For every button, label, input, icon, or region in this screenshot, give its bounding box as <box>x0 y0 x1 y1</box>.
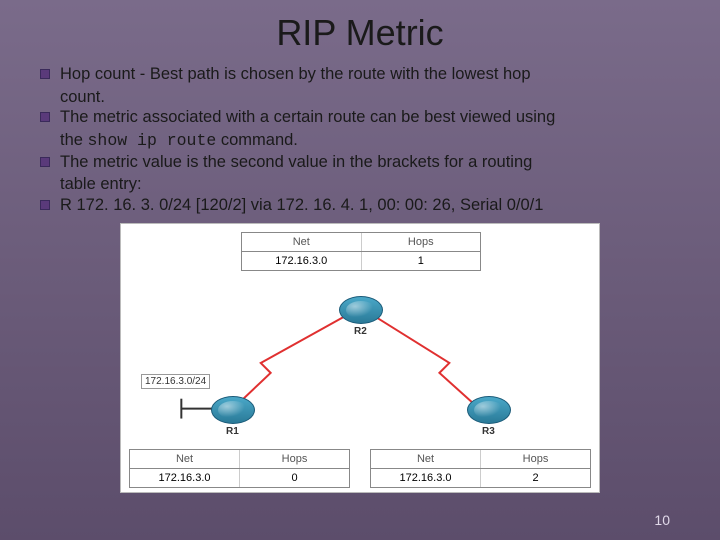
bullet-list: Hop count - Best path is chosen by the r… <box>0 54 720 215</box>
table-cell: 0 <box>240 469 349 487</box>
bullet-text: The metric value is the second value in … <box>60 152 532 173</box>
right-hop-table: Net Hops 172.16.3.0 2 <box>370 449 591 488</box>
router-label: R1 <box>223 426 242 437</box>
table-header: Net <box>242 233 362 251</box>
network-label: 172.16.3.0/24 <box>141 374 210 389</box>
top-hop-table: Net Hops 172.16.3.0 1 <box>241 232 481 271</box>
router-r2 <box>339 296 383 324</box>
router-r1 <box>211 396 255 424</box>
bullet-text-cont: count. <box>60 87 680 108</box>
table-cell: 1 <box>362 252 481 270</box>
table-cell: 2 <box>481 469 590 487</box>
table-header: Hops <box>362 233 481 251</box>
table-header: Net <box>130 450 240 468</box>
bullet-marker <box>40 112 50 122</box>
mono-code: show ip route <box>88 131 217 150</box>
bullet-text-cont: table entry: <box>60 174 680 195</box>
page-number: 10 <box>654 512 670 528</box>
table-cell: 172.16.3.0 <box>130 469 240 487</box>
router-r3 <box>467 396 511 424</box>
table-header: Net <box>371 450 481 468</box>
table-cell: 172.16.3.0 <box>371 469 481 487</box>
router-label: R2 <box>351 326 370 337</box>
bottom-tables: Net Hops 172.16.3.0 0 Net Hops 172.16.3.… <box>129 449 591 488</box>
router-label: R3 <box>479 426 498 437</box>
network-diagram: Net Hops 172.16.3.0 1 R1 R2 R3 172.16.3.… <box>120 223 600 493</box>
table-cell: 172.16.3.0 <box>242 252 362 270</box>
bullet-text: The metric associated with a certain rou… <box>60 107 555 128</box>
table-header: Hops <box>240 450 349 468</box>
bullet-item: Hop count - Best path is chosen by the r… <box>40 64 680 85</box>
bullet-marker <box>40 200 50 210</box>
bullet-item: The metric value is the second value in … <box>40 152 680 173</box>
table-header: Hops <box>481 450 590 468</box>
bullet-marker <box>40 157 50 167</box>
bullet-marker <box>40 69 50 79</box>
bullet-item: R 172. 16. 3. 0/24 [120/2] via 172. 16. … <box>40 195 680 216</box>
bullet-text: R 172. 16. 3. 0/24 [120/2] via 172. 16. … <box>60 195 543 216</box>
bullet-text-cont: the show ip route command. <box>60 130 680 152</box>
bullet-text: Hop count - Best path is chosen by the r… <box>60 64 531 85</box>
left-hop-table: Net Hops 172.16.3.0 0 <box>129 449 350 488</box>
page-title: RIP Metric <box>0 0 720 54</box>
bullet-item: The metric associated with a certain rou… <box>40 107 680 128</box>
